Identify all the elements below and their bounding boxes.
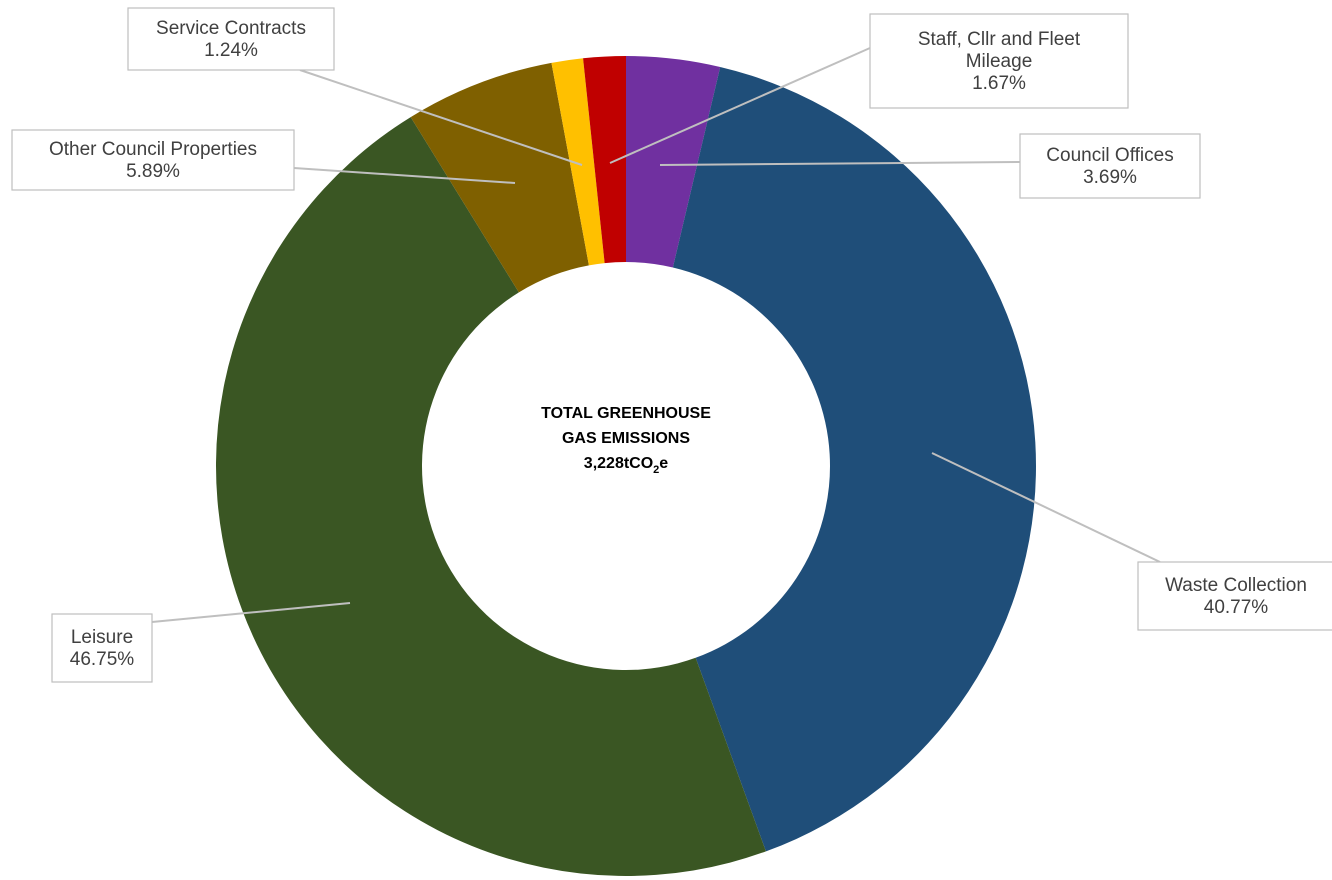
center-title-line1: TOTAL GREENHOUSE [541, 405, 711, 422]
data-label-box [127, 7, 335, 71]
data-label-name: Other Council Properties [49, 139, 257, 160]
data-label-name: Mileage [966, 51, 1033, 72]
leader-lines [151, 47, 1161, 623]
center-title-line2: GAS EMISSIONS [562, 430, 690, 447]
data-label-percent: 3.69% [1083, 167, 1137, 188]
leader-line-staff-cllr-and-fleet-mileage [609, 47, 871, 164]
leader-line-leisure [151, 602, 351, 623]
slice-council-offices [626, 56, 721, 268]
data-label-name: Staff, Cllr and Fleet [918, 29, 1081, 50]
donut-slices [216, 56, 1036, 876]
data-label-box [1137, 561, 1332, 631]
slice-staff-cllr-and-fleet-mileage [583, 56, 626, 264]
slice-other-council-properties [410, 62, 589, 293]
leader-line-other-council-properties [293, 167, 516, 184]
center-label: TOTAL GREENHOUSE GAS EMISSIONS 3,228tCO2… [541, 405, 711, 476]
data-label-box [11, 129, 295, 191]
data-label-percent: 5.89% [126, 161, 180, 182]
center-total-value: 3,228tCO [584, 455, 653, 472]
data-label-percent: 1.67% [972, 73, 1026, 94]
data-label-name: Council Offices [1046, 145, 1173, 166]
center-total: 3,228tCO2e [584, 455, 669, 476]
data-label-box [1019, 133, 1201, 199]
data-label-box [51, 613, 153, 683]
center-total-suffix: e [659, 455, 668, 472]
leader-line-waste-collection [931, 452, 1161, 563]
slice-service-contracts [551, 58, 605, 266]
data-label-percent: 46.75% [70, 649, 135, 670]
leader-line-council-offices [659, 161, 1021, 166]
data-label-percent: 40.77% [1204, 597, 1269, 618]
slice-waste-collection [672, 66, 1036, 852]
leader-line-service-contracts [299, 69, 583, 166]
data-label-box [869, 13, 1129, 109]
data-label-name: Service Contracts [156, 18, 306, 39]
center-total-subscript: 2 [653, 464, 659, 476]
data-label-name: Leisure [71, 627, 133, 648]
slice-leisure [216, 117, 766, 876]
data-label-name: Waste Collection [1165, 575, 1307, 596]
data-label-percent: 1.24% [204, 40, 258, 61]
